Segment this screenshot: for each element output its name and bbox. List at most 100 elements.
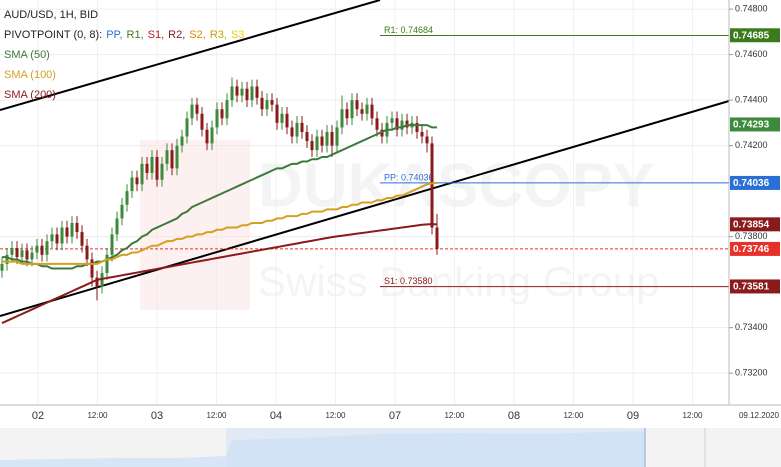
candle-body <box>5 254 9 264</box>
pivot-legend-item: S3 <box>231 29 244 41</box>
candle-body <box>415 122 419 132</box>
candle-body <box>165 150 169 164</box>
candle-body <box>290 127 294 137</box>
pivot-legend-item: S2, <box>189 29 206 41</box>
candle-body <box>35 245 39 253</box>
watermark: DUKASCOPY Swiss Banking Group <box>140 140 660 310</box>
candle-body <box>15 248 19 258</box>
candle-body <box>220 109 224 119</box>
candle-body <box>320 136 324 146</box>
candle-body <box>65 227 69 237</box>
plot: R1: 0.74684 PP: 0.74036 S1: 0.73580 <box>0 25 729 325</box>
x-tick-label: 12:00 <box>325 411 346 420</box>
candle-body <box>30 252 34 260</box>
candle-body <box>45 241 49 255</box>
sma-line <box>2 181 438 265</box>
candle-body <box>395 118 399 130</box>
price-tag-label: 0.74293 <box>733 120 770 131</box>
x-tick-label: 12:00 <box>87 411 108 420</box>
x-tick-label: 08 <box>508 410 520 422</box>
candle-body <box>365 104 369 114</box>
candle-body <box>375 118 379 130</box>
candle-body <box>430 143 434 228</box>
candle-body <box>285 113 289 128</box>
y-tick-label: 0.74600 <box>735 49 768 59</box>
candle-body <box>105 254 109 274</box>
candle-body <box>315 136 319 151</box>
legend-entry: SMA (100) <box>4 69 56 81</box>
x-tick-label: 12:00 <box>444 411 465 420</box>
pivot-legend-item: R2, <box>168 29 185 41</box>
candle-body <box>140 163 144 185</box>
y-tick-label: 0.74200 <box>735 140 768 150</box>
price-tag-label: 0.74036 <box>733 178 770 189</box>
axes: 0.74800 0.74600 0.74400 0.74200 0.73800 0.734… <box>32 3 780 422</box>
x-tick-label: 02 <box>32 410 44 422</box>
y-tick-label: 0.73800 <box>735 231 768 241</box>
candle-body <box>115 218 119 235</box>
candle-body <box>75 222 79 233</box>
pivot-label: S1: 0.73580 <box>384 276 433 286</box>
candle-body <box>230 86 234 101</box>
candle-body <box>135 177 139 185</box>
price-tag <box>730 117 780 132</box>
date-label: 09.12.2020 <box>739 411 780 420</box>
candle-body <box>240 88 244 96</box>
candle-body <box>95 277 99 287</box>
sma-line <box>1 223 438 325</box>
price-tag-label: 0.73746 <box>733 244 770 255</box>
candle-body <box>215 109 219 128</box>
trendlines <box>0 0 730 317</box>
candle-body <box>405 120 409 128</box>
candle-body <box>70 222 74 237</box>
candle-body <box>200 113 204 130</box>
candle-body <box>110 234 114 255</box>
candle-body <box>310 141 314 151</box>
candle-body <box>160 163 164 180</box>
candle-body <box>305 131 309 142</box>
x-tick-label: 07 <box>389 410 401 422</box>
candle-body <box>175 145 179 169</box>
candle-body <box>155 156 159 180</box>
candle-body <box>60 227 64 244</box>
y-tick-label: 0.74800 <box>735 3 768 13</box>
sma-line <box>2 124 437 270</box>
candle-body <box>120 204 124 219</box>
candle-body <box>170 150 174 169</box>
candle-body <box>145 163 149 173</box>
x-tick-label: 03 <box>151 410 163 422</box>
x-tick-label: 12:00 <box>563 411 584 420</box>
y-axis-area <box>729 0 781 405</box>
candle-body <box>260 97 264 110</box>
candle-body <box>400 120 404 130</box>
pivot-legend-name: PIVOTPOINT (0, 8): <box>4 29 102 41</box>
x-tick-label: 09 <box>627 410 639 422</box>
candle-body <box>255 86 259 98</box>
watermark-subtext: Swiss Banking Group <box>258 258 660 305</box>
candle-body <box>25 250 29 260</box>
candle-body <box>370 104 374 119</box>
pivot-legend-item: S1, <box>148 29 165 41</box>
price-tag-label: 0.74685 <box>733 30 770 41</box>
candle-body <box>195 104 199 114</box>
price-tag <box>730 28 780 43</box>
candle-body <box>150 156 154 173</box>
candle-body <box>225 100 229 119</box>
candle-body <box>435 227 439 249</box>
y-tick-label: 0.73200 <box>735 368 768 378</box>
navigator-window <box>226 428 645 467</box>
candle-body <box>235 86 239 96</box>
y-tick-label: 0.74400 <box>735 94 768 104</box>
y-tick-label: 0.73400 <box>735 322 768 332</box>
candle-body <box>280 113 284 123</box>
candle-body <box>300 122 304 132</box>
candle-body <box>345 109 349 119</box>
candle-body <box>185 118 189 137</box>
x-tick-label: 04 <box>270 410 282 422</box>
candle-body <box>50 234 54 242</box>
legend-entry: SMA (50) <box>4 49 50 61</box>
pivot-label: R1: 0.74684 <box>384 25 433 35</box>
